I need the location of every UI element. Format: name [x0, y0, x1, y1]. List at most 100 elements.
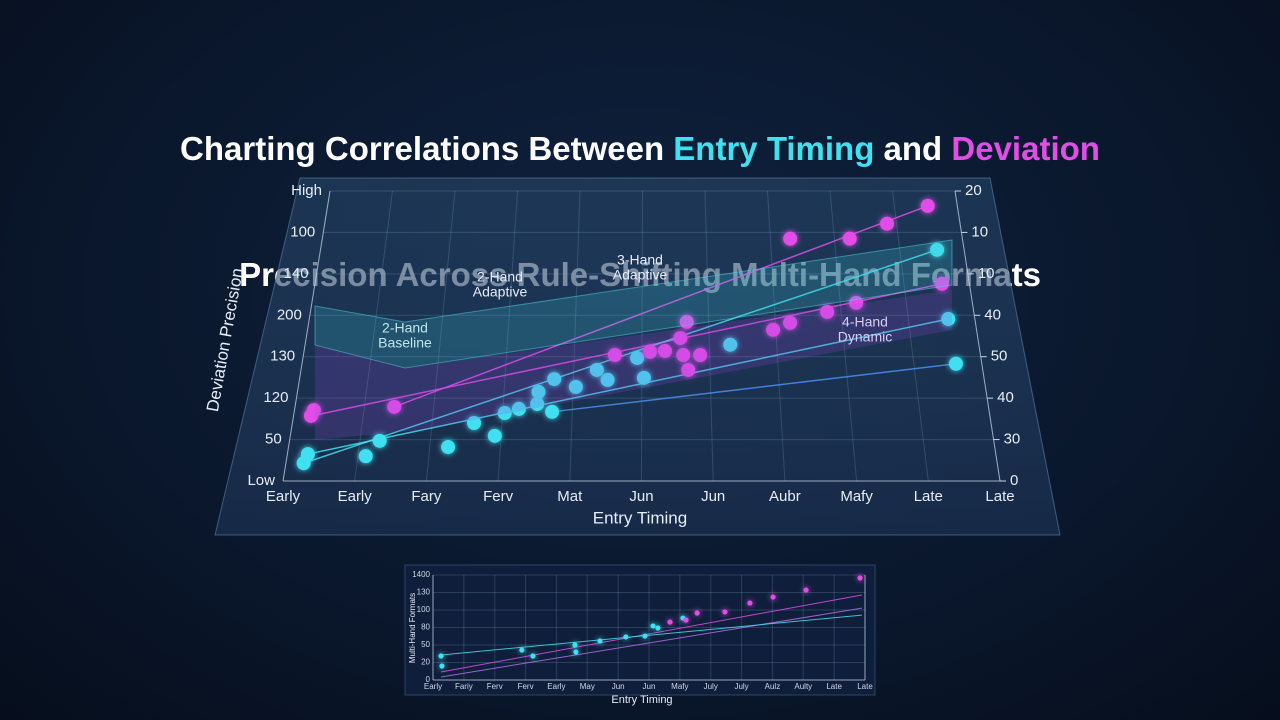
point [487, 428, 502, 443]
trend-line [440, 614, 862, 656]
axis-line [282, 190, 331, 482]
point [607, 348, 622, 363]
x-tick-label: Late [985, 488, 1014, 505]
point [783, 315, 798, 330]
point [589, 362, 604, 377]
y2-tick-label: 10 [978, 265, 995, 282]
point [439, 663, 445, 669]
point [573, 649, 579, 655]
y-tick-label: 130 [417, 588, 431, 597]
point [511, 401, 526, 416]
point [723, 337, 738, 352]
point [623, 634, 629, 640]
x-tick-label: Mafy [671, 682, 688, 691]
point [857, 575, 863, 581]
grid-line [704, 190, 714, 482]
trend-line [393, 205, 928, 408]
point [438, 653, 444, 659]
x-tick-label: Aulty [794, 682, 812, 691]
point [673, 331, 688, 346]
y-tick-label: 1400 [412, 570, 430, 579]
point [803, 587, 809, 593]
y-tick-label: 100 [417, 605, 431, 614]
trend-line [440, 607, 862, 678]
point [306, 403, 321, 418]
annotation: Baseline [378, 335, 432, 351]
x-tick-label: Early [424, 682, 442, 691]
inset-panel [404, 564, 876, 696]
point [880, 216, 895, 231]
x-tick-label: Aubr [769, 488, 801, 505]
y2-tick-label: 40 [997, 389, 1014, 406]
annotation: Dynamic [838, 329, 892, 345]
x-axis-label: Entry Timing [593, 508, 687, 527]
title-part: Deviation [951, 130, 1100, 167]
x-tick-label: Late [826, 682, 842, 691]
grid-line [892, 190, 929, 482]
annotation: Adaptive [473, 284, 528, 300]
y-tick-label: 200 [277, 306, 302, 323]
point [930, 242, 945, 257]
x-tick-label: Early [266, 488, 301, 505]
trend-line [307, 318, 949, 455]
point [694, 610, 700, 616]
point [842, 231, 857, 246]
annotation: 4-Hand [842, 314, 888, 330]
x-tick-label: Ferv [518, 682, 534, 691]
point [642, 633, 648, 639]
y-tick-label: 20 [421, 658, 430, 667]
band [314, 239, 953, 369]
y-tick-label: 50 [421, 640, 430, 649]
point [676, 348, 691, 363]
y2-tick-label: 50 [991, 348, 1008, 365]
x-tick-label: Early [547, 682, 565, 691]
point [920, 198, 935, 213]
trend-line [440, 594, 863, 673]
point [766, 322, 781, 337]
x-tick-label: Jun [643, 682, 656, 691]
x-tick-label: Jun [629, 488, 653, 505]
x-axis-label: Entry Timing [611, 694, 672, 706]
grid-line [829, 190, 858, 482]
y2-tick-label: 30 [1004, 431, 1021, 448]
point [667, 619, 673, 625]
point [820, 304, 835, 319]
x-tick-label: Fary [411, 488, 442, 505]
point [650, 623, 656, 629]
grid-line [425, 190, 456, 482]
y-tick-label: Low [247, 472, 275, 489]
y-axis-label: Deviation Precision [203, 267, 247, 414]
point [948, 356, 963, 371]
point [441, 440, 456, 455]
grid-line [641, 190, 643, 482]
point [387, 399, 402, 414]
point [531, 384, 546, 399]
point [683, 617, 689, 623]
y-tick-label: 100 [290, 223, 315, 240]
annotation: 3-Hand [617, 252, 663, 268]
x-tick-label: Late [914, 488, 943, 505]
grid-line [569, 190, 581, 482]
y2-tick-label: 0 [1010, 472, 1018, 489]
point [358, 449, 373, 464]
point [600, 372, 615, 387]
x-tick-label: Mat [557, 488, 583, 505]
point [572, 642, 578, 648]
x-tick-label: May [580, 682, 595, 691]
title-part: and [874, 130, 952, 167]
y2-tick-label: 20 [965, 182, 982, 199]
y-tick-label: 80 [421, 623, 430, 632]
title-part: Charting Correlations Between [180, 130, 674, 167]
title-line: Charting Correlations Between Entry Timi… [0, 128, 1280, 170]
x-tick-label: Aulz [765, 682, 781, 691]
point [636, 370, 651, 385]
grid-line [497, 190, 518, 482]
point [722, 609, 728, 615]
y-tick-label: 50 [265, 431, 282, 448]
point [597, 638, 603, 644]
point [300, 447, 315, 462]
point [630, 350, 645, 365]
y-tick-label: 0 [426, 675, 431, 684]
